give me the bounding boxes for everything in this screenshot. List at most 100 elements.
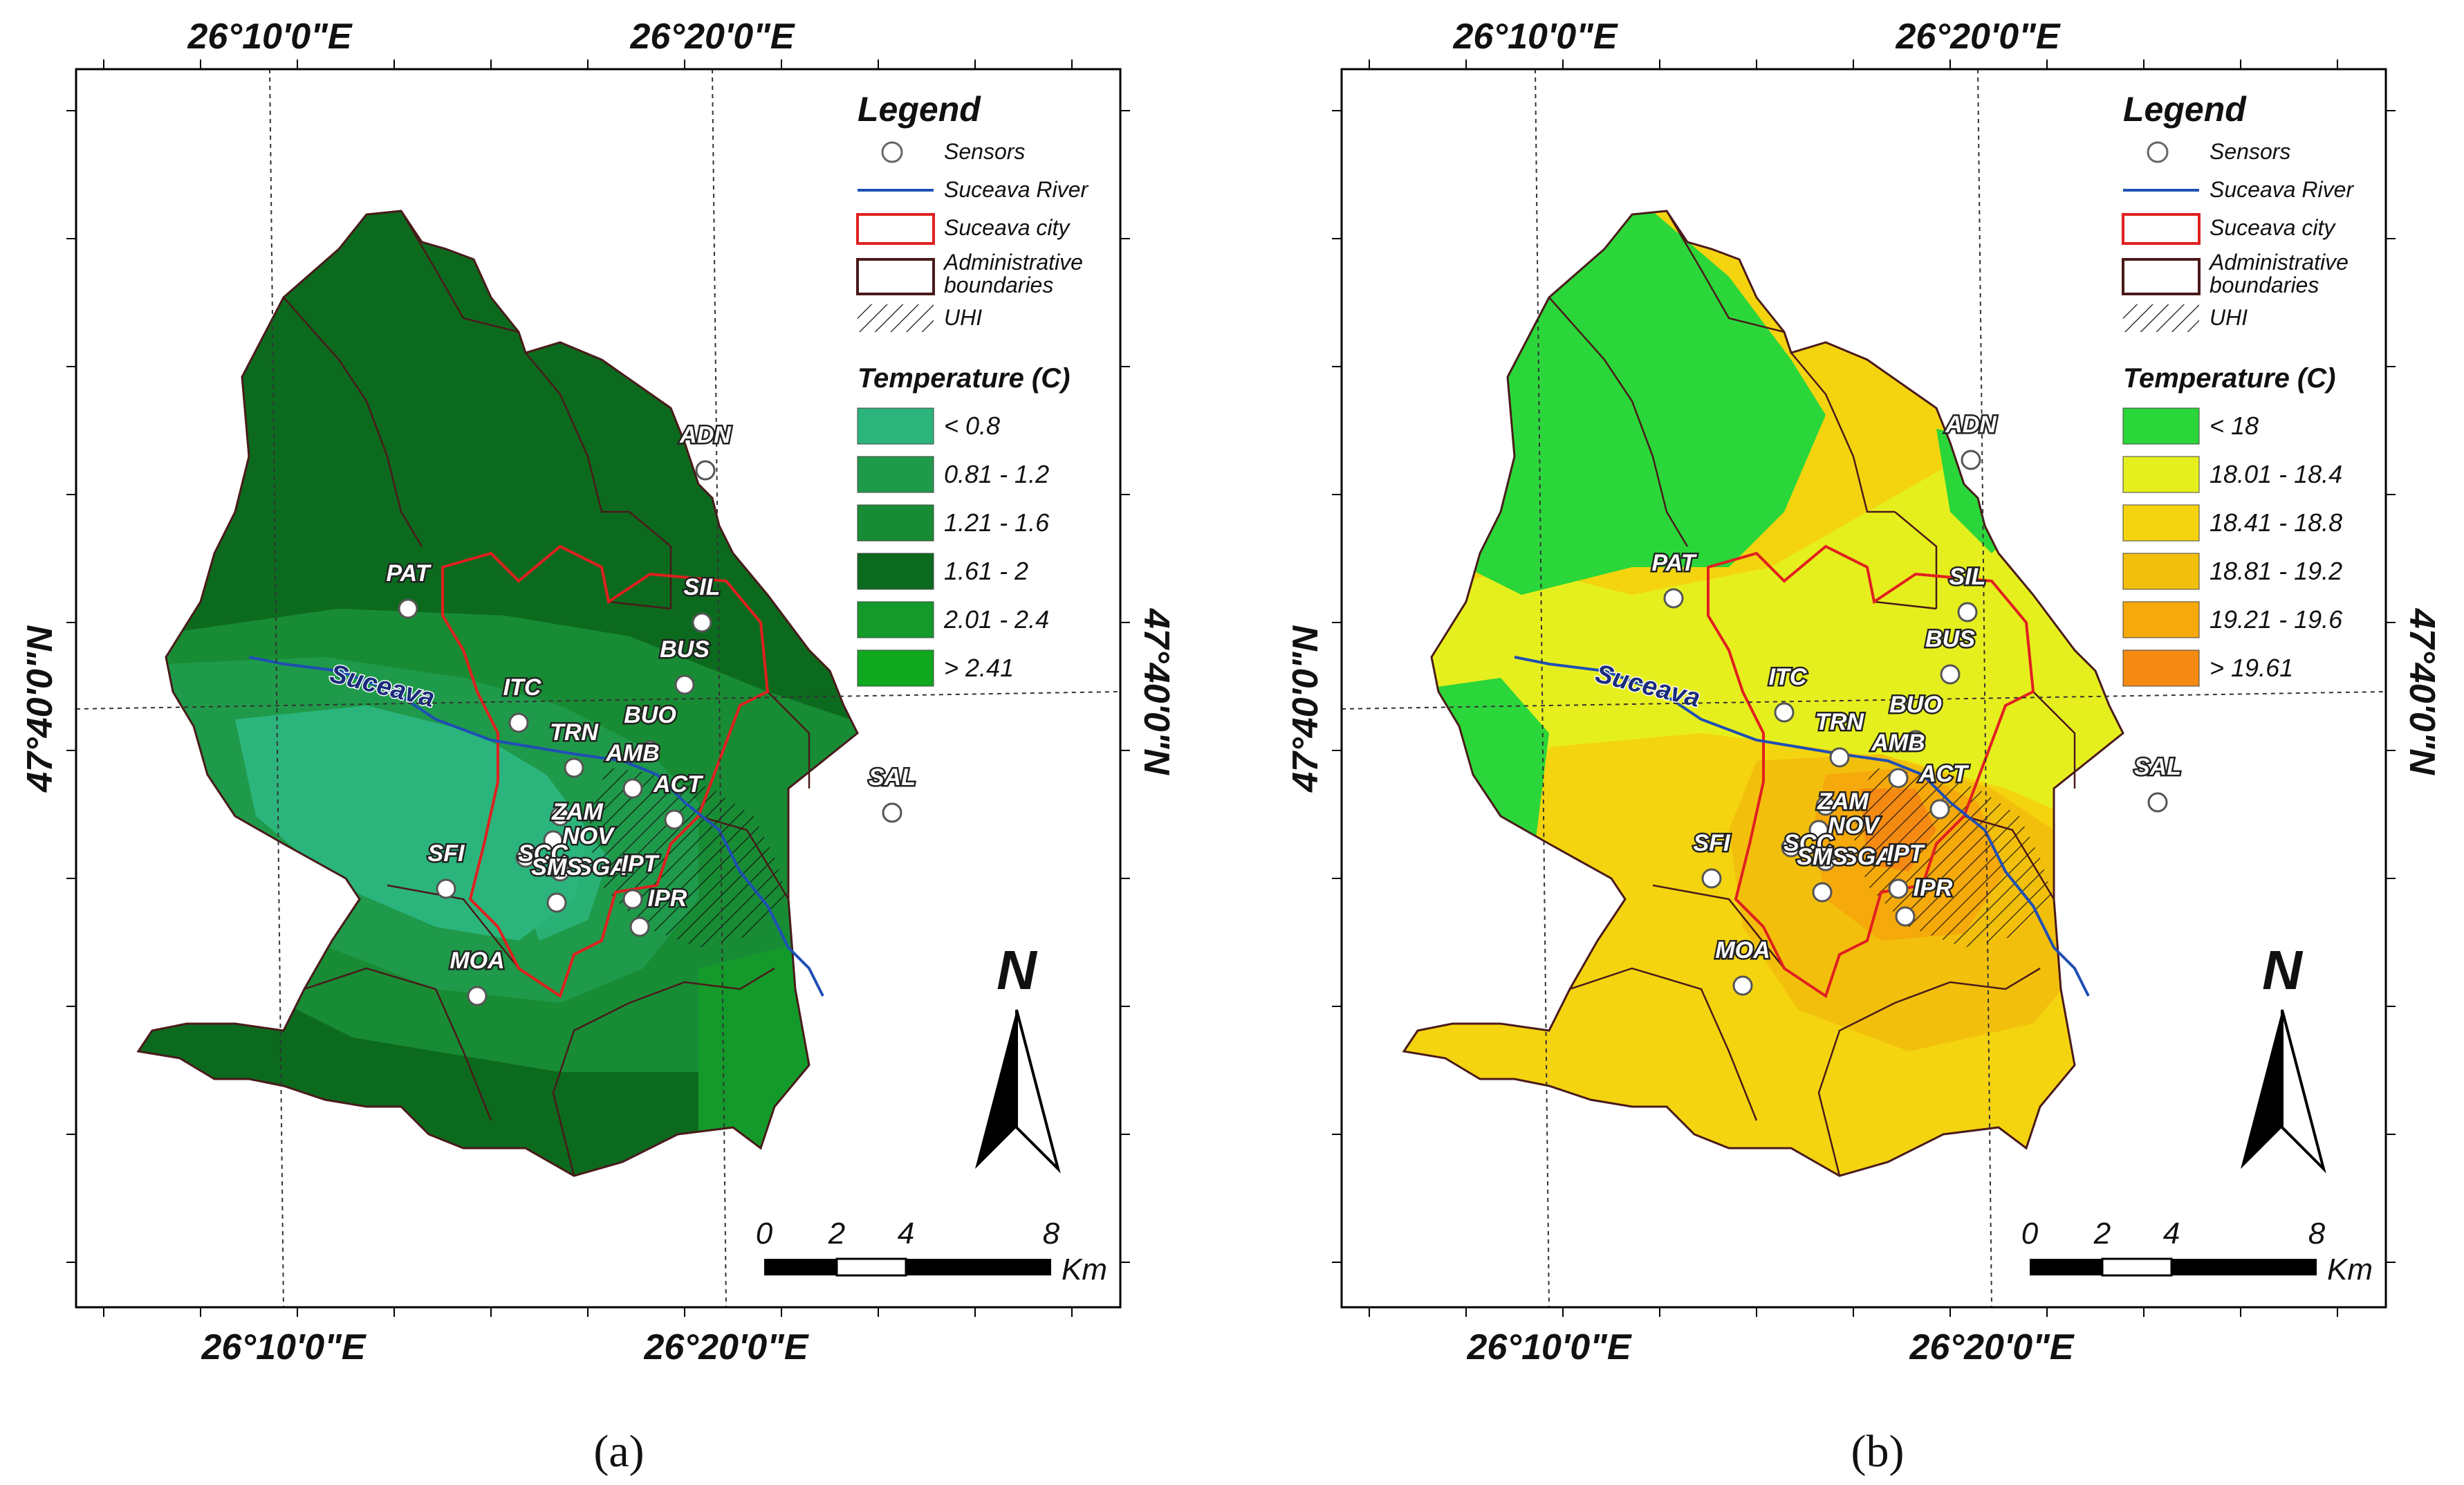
frame-ticks xyxy=(66,59,1130,1317)
frame-ticks xyxy=(1332,59,2396,1317)
zone-lt-0-8 xyxy=(235,705,588,941)
scale-unit: Km xyxy=(2327,1253,2373,1286)
sensor-sms xyxy=(546,892,567,913)
scale-tick-label: 4 xyxy=(2163,1217,2180,1251)
top-coord-label: 26°10'0"E xyxy=(1452,17,1618,57)
sensor-sfi xyxy=(436,878,456,899)
sensor-label-act: ACT xyxy=(1918,761,1970,787)
legend-item-label: Suceava city xyxy=(2210,215,2336,240)
north-label: N xyxy=(2262,939,2304,1001)
bottom-coord-label: 26°10'0"E xyxy=(201,1327,366,1367)
sensor-act xyxy=(1929,799,1950,820)
sensor-buo xyxy=(1905,730,1926,750)
admin-boundary xyxy=(1894,511,1938,609)
north-arrow: N xyxy=(975,939,1061,1174)
admin-boundary xyxy=(1963,815,2055,900)
sensor-scc xyxy=(515,847,536,868)
legend-item-label: Administrative xyxy=(943,250,1083,275)
scale-tick-label: 8 xyxy=(1043,1217,1060,1251)
top-coord-label: 26°20'0"E xyxy=(629,17,795,57)
sensor-scc xyxy=(1781,837,1801,858)
sensor-label-amb: AMB xyxy=(1871,730,1925,756)
sensor-ipt xyxy=(622,889,643,910)
temperature-swatch xyxy=(857,456,934,493)
scale-tick-label: 4 xyxy=(898,1217,914,1251)
sensor-sal xyxy=(882,802,902,823)
legend-symbol-city xyxy=(2122,213,2201,245)
sensor-label-itc: ITC xyxy=(503,674,541,701)
temperature-swatch xyxy=(2122,601,2200,638)
sensor-pat xyxy=(398,598,418,619)
map-area: Suceava xyxy=(1402,210,2124,1177)
right-coord-label: 47°40'0"N xyxy=(1136,608,1176,775)
sensor-bus xyxy=(1940,664,1961,685)
sensor-label-sms: SMS xyxy=(531,854,582,880)
legend-city-symbol xyxy=(856,213,935,245)
admin-boundary xyxy=(629,511,672,609)
legend-item-label: UHI xyxy=(944,305,982,330)
temperature-class-label: 2.01 - 2.4 xyxy=(943,605,1049,634)
legend-item-label: Sensors xyxy=(2210,139,2290,164)
sensor-label-sal: SAL xyxy=(869,764,916,791)
temperature-class-label: > 19.61 xyxy=(2210,654,2293,682)
sensor-label-moa: MOA xyxy=(1715,937,1770,963)
sensor-trn xyxy=(1829,747,1850,768)
sensor-trn xyxy=(564,757,584,778)
legend-item-label: Suceava River xyxy=(2210,177,2354,202)
sensor-label-zam: ZAM xyxy=(1817,788,1869,815)
admin-boundary xyxy=(552,967,775,1177)
sensor-label-trn: TRN xyxy=(550,719,599,746)
suceava-river xyxy=(248,656,824,997)
region-outline xyxy=(136,210,859,1177)
legend-title: Legend xyxy=(2123,90,2247,129)
temperature-class-label: < 18 xyxy=(2210,412,2259,440)
sensor-zam xyxy=(550,806,571,827)
admin-boundary xyxy=(1548,297,1689,547)
legend-sensor-symbol xyxy=(881,141,903,163)
scale-seg xyxy=(2171,1259,2317,1275)
sensor-sil xyxy=(692,612,712,633)
bottom-coord-label: 26°10'0"E xyxy=(1466,1327,1631,1367)
temperature-swatch xyxy=(857,504,934,542)
north-arrow-left xyxy=(975,1010,1017,1169)
legend-item-label: UHI xyxy=(2210,305,2248,330)
top-coord-label: 26°20'0"E xyxy=(1895,17,2060,57)
sensor-zam xyxy=(1815,795,1836,816)
meridian-26-20 xyxy=(712,68,727,1308)
suceava-city-boundary xyxy=(441,544,770,999)
bottom-coord-label: 26°20'0"E xyxy=(643,1327,808,1367)
sensor-label-moa: MOA xyxy=(450,948,504,974)
scale-seg xyxy=(835,1257,907,1277)
sensor-label-nov: NOV xyxy=(1828,813,1881,839)
sensor-label-sga: SGA xyxy=(1842,844,1893,870)
legend-item-label: Sensors xyxy=(944,139,1025,164)
temperature-swatch xyxy=(857,649,934,687)
sensor-label-buo: BUO xyxy=(624,702,676,728)
sensor-label-trn: TRN xyxy=(1815,709,1864,735)
sensor-act xyxy=(664,809,685,830)
sensor-pat xyxy=(1663,588,1684,609)
admin-boundary xyxy=(1817,967,2041,1177)
temperature-swatch xyxy=(857,553,934,590)
sensor-label-bus: BUS xyxy=(660,636,710,663)
admin-boundary xyxy=(698,815,790,900)
north-arrow-left xyxy=(2241,1010,2282,1169)
sensor-label-pat: PAT xyxy=(1652,550,1698,576)
temperature-swatch xyxy=(2122,504,2200,542)
legend-admin-symbol xyxy=(2122,258,2201,295)
sensor-label-act: ACT xyxy=(653,771,704,797)
sensor-amb xyxy=(622,778,643,799)
sensor-ipt xyxy=(1888,878,1909,899)
legend-symbol-city xyxy=(856,213,935,245)
panel-caption: (b) xyxy=(1851,1426,1905,1477)
sensor-label-adn: ADN xyxy=(679,422,732,448)
scale-seg xyxy=(906,1259,1051,1275)
sensor-nov xyxy=(543,830,564,851)
north-arrow-right xyxy=(1015,1009,1061,1174)
scale-bar: 0 2 4 8Km xyxy=(2021,1217,2373,1286)
legend: Legend Sensors Suceava River Suceava city Ad… xyxy=(2122,90,2354,687)
north-arrow: N xyxy=(2241,939,2326,1174)
